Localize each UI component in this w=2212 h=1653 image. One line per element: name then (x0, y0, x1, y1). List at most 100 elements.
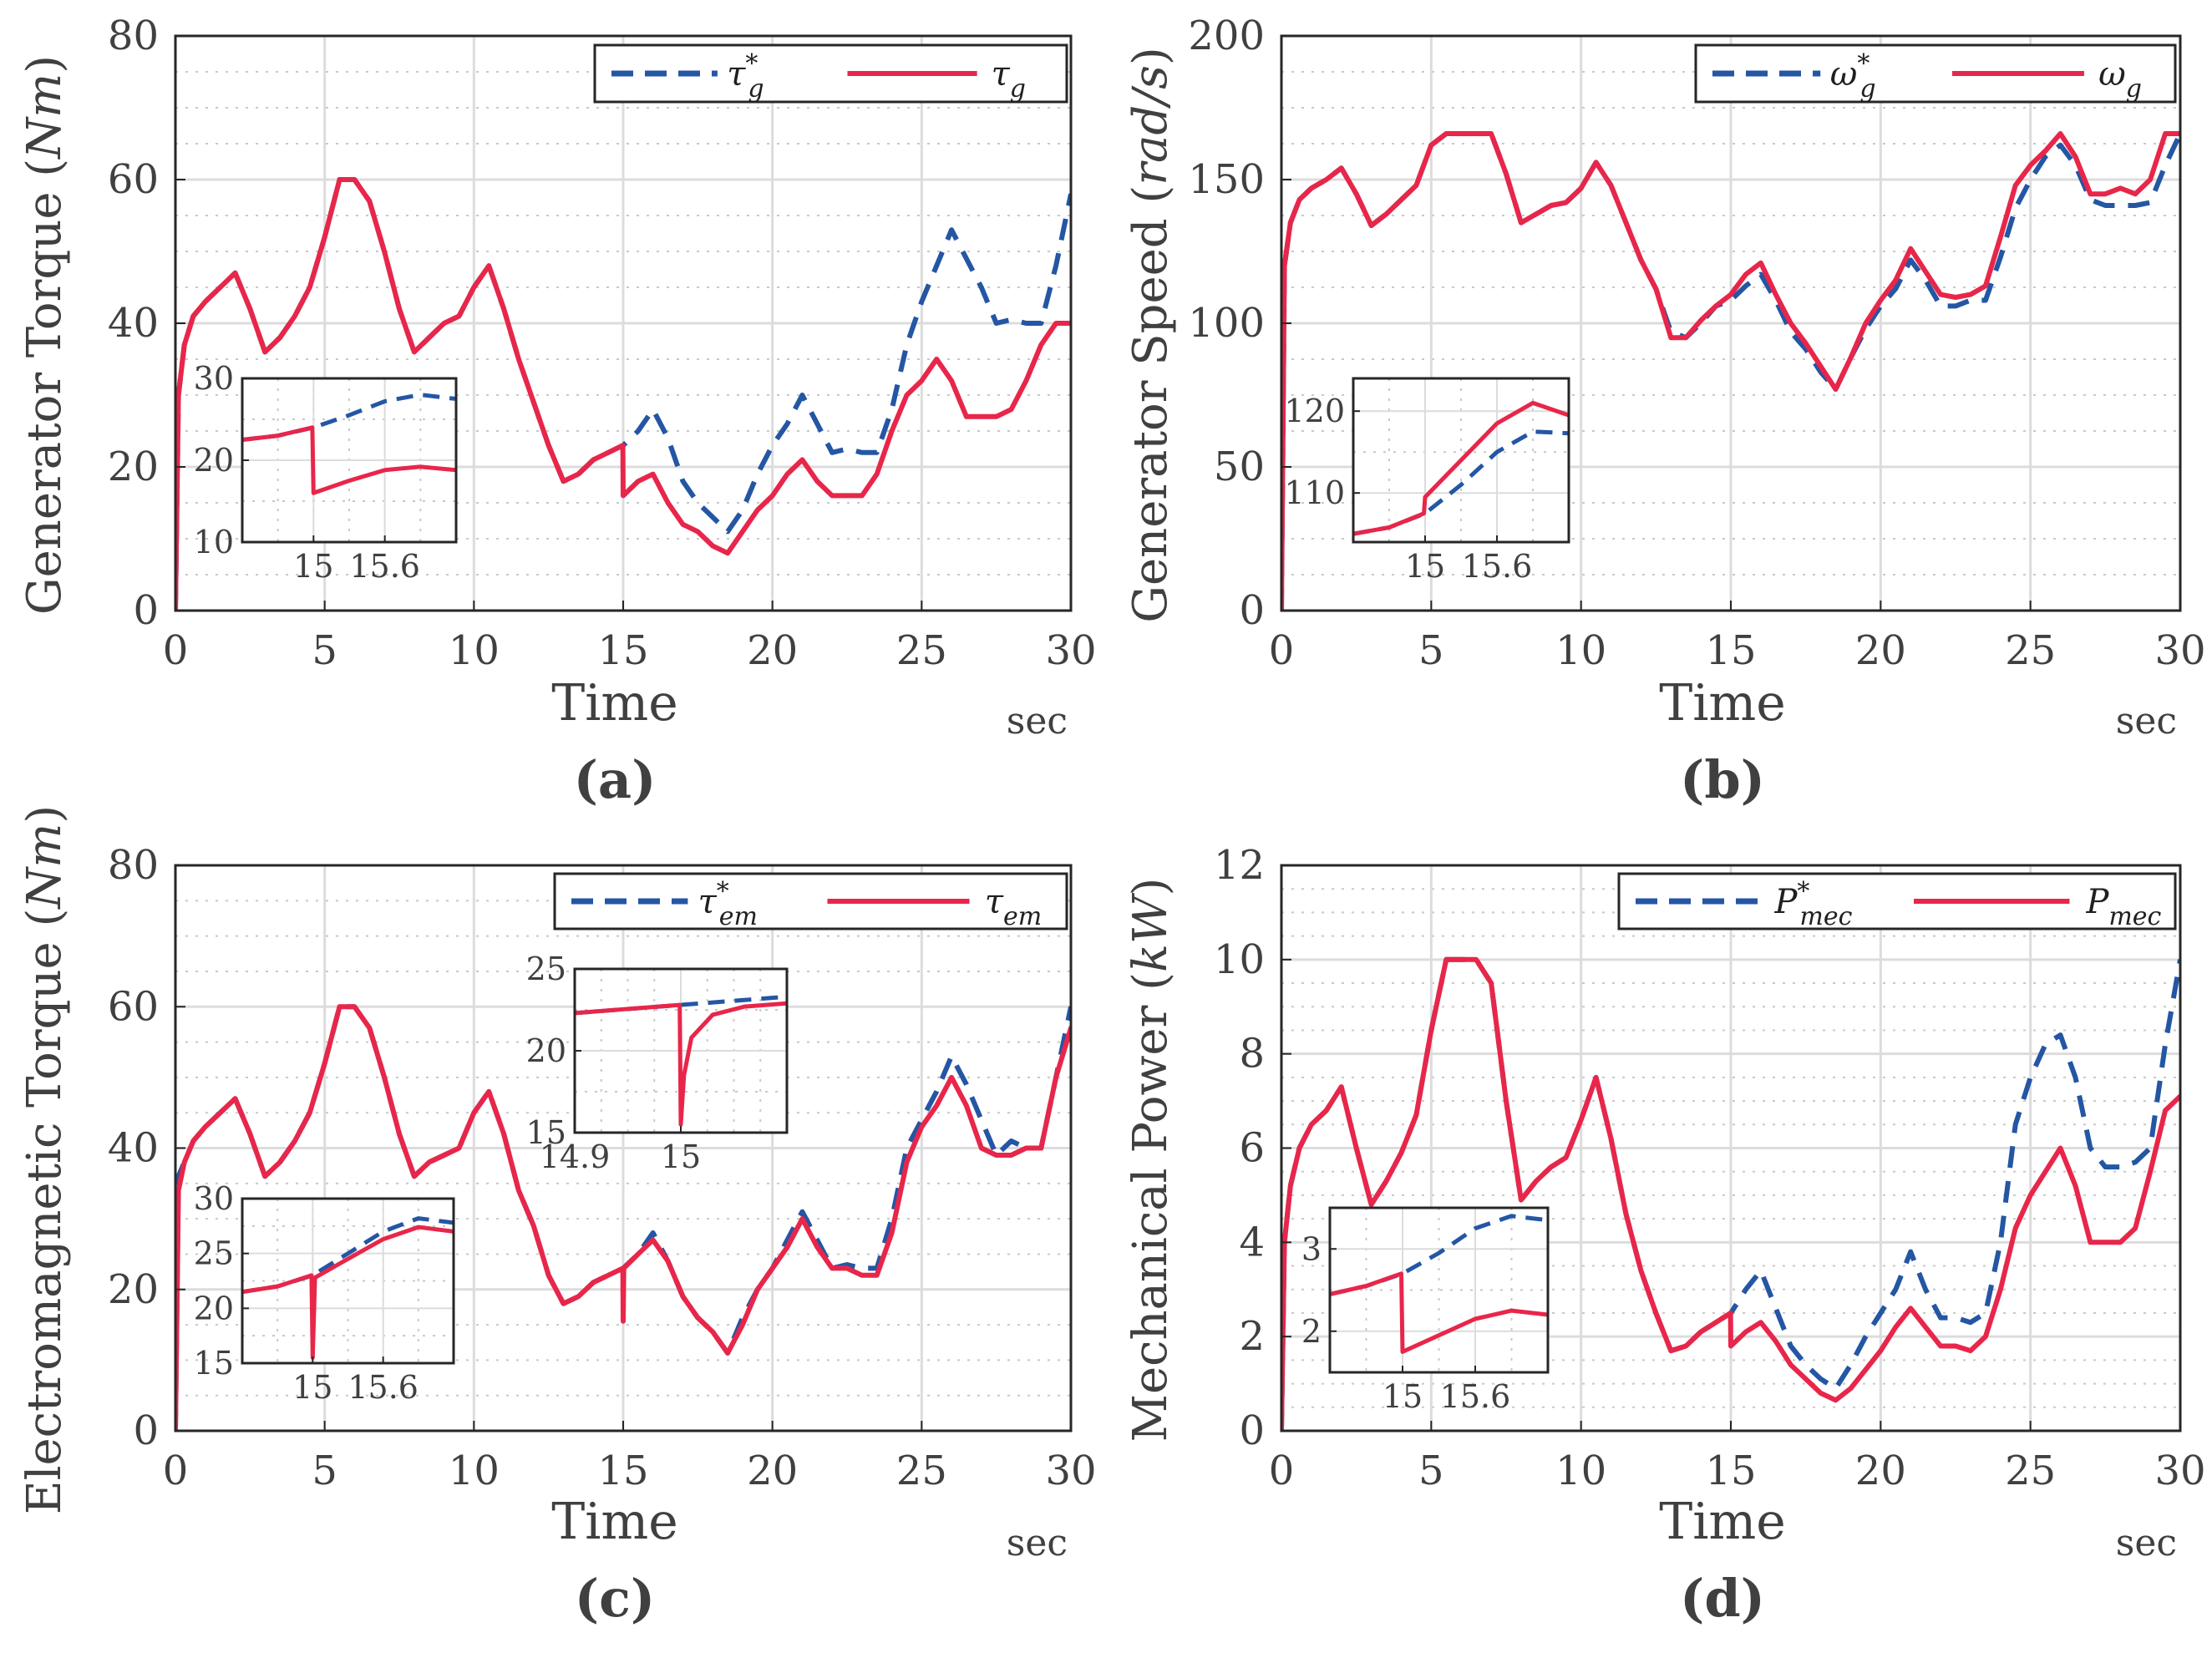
panel-a-y-axis-label: Generator Torque (Nm) (18, 55, 72, 615)
panel-d-xtick-label: 10 (1555, 1448, 1606, 1494)
panel-d-series-actual (1281, 956, 2180, 1431)
legend-symbol: τ (992, 55, 1011, 94)
legend-superscript: * (1797, 877, 1809, 906)
panel-c-ytick-label: 40 (108, 1125, 159, 1172)
panel-b-inset-frame (1352, 377, 1570, 544)
panel-c-xtick-label: 10 (449, 1448, 500, 1494)
y-axis-label-close: ) (18, 55, 72, 74)
panel-c-ytick-label: 0 (133, 1407, 159, 1454)
panel-d-ytick-label: 2 (1239, 1313, 1265, 1360)
panel-c-inset2-ytick-label: 25 (526, 951, 566, 987)
panel-b-x-axis-unit: sec (2116, 700, 2177, 743)
panel-b-ytick-label: 100 (1188, 300, 1265, 347)
y-axis-label-close: ) (18, 805, 72, 824)
panel-a-ytick-label: 80 (108, 13, 159, 59)
panel-c-legend-box (553, 872, 1068, 930)
panel-a-ytick-label: 0 (133, 587, 159, 634)
legend-symbol: P (2085, 883, 2109, 921)
panel-d-ytick-label: 10 (1214, 936, 1265, 983)
panel-a-inset-ytick-label: 30 (194, 360, 234, 397)
panel-b-inset-ytick-label: 120 (1284, 393, 1345, 429)
panel-c-electromagnetic-torque: 0 5 10 15 20 25 30 0 20 40 60 80 Electromagnetic Tor… (18, 805, 1097, 1629)
panel-c-inset-series-actual (242, 1225, 454, 1360)
panel-c-inset-ytick-label: 30 (194, 1180, 234, 1217)
panel-c-inset2-ytick-label: 15 (526, 1114, 566, 1151)
legend-superscript: * (745, 49, 758, 79)
panel-d-xtick-label: 30 (2154, 1448, 2205, 1494)
panel-a-caption: (a) (574, 749, 657, 810)
panel-d-inset-xtick-label: 15 (1382, 1378, 1423, 1415)
panel-b-xtick-label: 10 (1555, 627, 1606, 674)
panel-c-xtick-label: 20 (747, 1448, 798, 1494)
legend-subscript: g (1010, 74, 1026, 104)
panel-a-xtick-label: 25 (896, 627, 947, 674)
legend-symbol: P (1773, 883, 1798, 921)
panel-b-xtick-label: 20 (1855, 627, 1906, 674)
panel-d-xtick-label: 0 (1269, 1448, 1295, 1494)
panel-a-legend-label-actual: τg (992, 55, 1026, 104)
panel-c-xtick-label: 30 (1045, 1448, 1096, 1494)
panel-a-ytick-label: 40 (108, 300, 159, 347)
panel-c-inset-frame (241, 1197, 455, 1365)
panel-a-xtick-label: 20 (747, 627, 798, 674)
panel-a-inset-ytick-label: 20 (194, 442, 234, 479)
panel-a-x-axis-unit: sec (1007, 700, 1068, 743)
legend-symbol: ω (1830, 55, 1858, 94)
panel-b-y-axis-label: Generator Speed (rad/s) (1124, 47, 1178, 622)
panel-c-legend-label-reference: τ* em (698, 877, 758, 931)
legend-superscript: * (1857, 49, 1870, 79)
y-axis-label-close: ) (1124, 878, 1178, 896)
panel-a-ytick-label: 20 (108, 444, 159, 490)
panel-b-ytick-label: 200 (1188, 13, 1265, 59)
panel-c-inset2-xtick-label: 15 (661, 1138, 701, 1175)
panel-b-xtick-label: 5 (1418, 627, 1444, 674)
panel-c-y-axis-label: Electromagnetic Torque (Nm) (18, 805, 72, 1515)
panel-b-caption: (b) (1680, 749, 1765, 810)
y-axis-label-unit: Nm (18, 824, 72, 910)
panel-a-inset-xtick-label: 15 (293, 548, 333, 585)
panel-d-legend-label-reference: P* mec (1773, 877, 1852, 931)
legend-subscript: em (719, 902, 758, 931)
panel-b-ytick-label: 150 (1188, 156, 1265, 203)
panel-d-caption: (d) (1680, 1568, 1765, 1629)
panel-c-ytick-label: 60 (108, 983, 159, 1030)
panel-b-inset-series-actual (1353, 400, 1569, 536)
panel-b-ytick-label: 0 (1239, 587, 1265, 634)
panel-a-ytick-label: 60 (108, 156, 159, 203)
panel-a-xtick-label: 10 (449, 627, 500, 674)
y-axis-label-text: Generator Torque ( (18, 159, 72, 615)
panel-c-inset-xtick-label: 15.6 (348, 1369, 419, 1406)
panel-d-series-reference (1281, 956, 2180, 1431)
panel-c-xtick-label: 25 (896, 1448, 947, 1494)
panel-b-legend-box (1694, 43, 2177, 104)
panel-c-inset-ytick-label: 15 (194, 1345, 234, 1382)
panel-b-xtick-label: 25 (2005, 627, 2056, 674)
panel-c-xtick-label: 15 (597, 1448, 648, 1494)
legend-subscript: g (1859, 74, 1875, 104)
panel-b-inset-xtick-label: 15.6 (1462, 548, 1533, 585)
panel-d-y-axis-label: Mechanical Power (kW) (1124, 878, 1178, 1443)
panel-a-xtick-label: 0 (163, 627, 189, 674)
y-axis-label-text: Mechanical Power ( (1124, 972, 1178, 1442)
panel-c-ytick-label: 80 (108, 842, 159, 889)
panel-d-inset-series-actual (1330, 1271, 1548, 1354)
legend-symbol: ω (2098, 55, 2126, 94)
panel-d-ytick-label: 6 (1239, 1125, 1265, 1172)
y-axis-label-unit: kW (1124, 892, 1178, 972)
panel-c-caption: (c) (575, 1568, 655, 1629)
panel-c-inset2-series-actual (575, 1001, 787, 1127)
panel-c-x-axis-unit: sec (1007, 1522, 1068, 1564)
panel-b-legend-label-reference: ω* g (1830, 49, 1876, 104)
panel-d-ytick-label: 4 (1239, 1219, 1265, 1265)
panel-d-inset-xtick-label: 15.6 (1440, 1378, 1511, 1415)
legend-symbol: τ (727, 55, 746, 94)
panel-c-inset2-ytick-label: 20 (526, 1032, 566, 1069)
y-axis-label-unit: Nm (18, 74, 72, 160)
panel-d-xtick-label: 15 (1705, 1448, 1756, 1494)
panel-a-x-axis-label: Time (551, 674, 678, 733)
panel-d-mechanical-power: 0 5 10 15 20 25 30 0 2 4 6 8 10 12 Mechanical Power (k… (1124, 842, 2206, 1629)
panel-a-generator-torque: 0 5 10 15 20 25 30 0 20 40 60 80 Generator Torque (N… (18, 13, 1097, 810)
panel-a-xtick-label: 5 (312, 627, 337, 674)
panel-b-inset-ytick-label: 110 (1284, 474, 1345, 511)
